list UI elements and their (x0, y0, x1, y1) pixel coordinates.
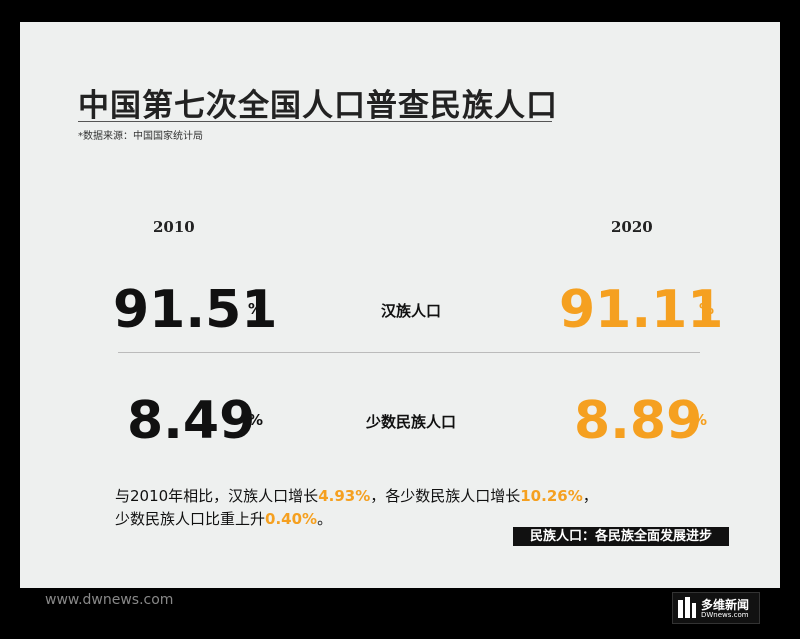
year: 2020 (611, 218, 653, 236)
category: 少数民族人口 (366, 413, 457, 431)
title: 中国第七次全国人口普查民族人口 (78, 88, 558, 124)
text: 。 (317, 510, 333, 528)
highlight: 4.93% (318, 487, 371, 505)
panel (20, 22, 780, 588)
value: 8.89 (574, 391, 703, 451)
tag: 民族人口：各民族全面发展进步 (513, 527, 729, 546)
value: 8.49 (127, 391, 256, 451)
value: 91.51 (113, 280, 278, 340)
text: 少数民族人口比重上升 (115, 510, 266, 528)
logo-icon (678, 597, 696, 618)
text: ， (582, 487, 598, 505)
site-url: www.dwnews.com (45, 592, 174, 608)
value: 91.11 (559, 280, 724, 340)
logo-text: 多维新闻 (701, 598, 750, 612)
summary-line: 与2010年相比，汉族人口增长4.93%，各少数民族人口增长10.26%， (115, 485, 598, 506)
separator (118, 352, 700, 353)
logo-subtext: DWnews.com (701, 611, 749, 619)
text: ，各少数民族人口增长 (370, 487, 521, 505)
summary-line: 少数民族人口比重上升0.40%。 (115, 508, 332, 529)
category: 汉族人口 (381, 302, 442, 320)
highlight: 10.26% (520, 487, 583, 505)
title-rule (78, 121, 552, 122)
highlight: 0.40% (265, 510, 318, 528)
unit: % (699, 300, 715, 318)
source: *数据来源：中国国家统计局 (78, 131, 203, 142)
text: 与2010年相比，汉族人口增长 (115, 487, 319, 505)
unit: % (248, 300, 264, 318)
logo: 多维新闻 DWnews.com (672, 592, 760, 624)
year: 2010 (153, 218, 195, 236)
unit: % (248, 411, 264, 429)
unit: % (692, 411, 708, 429)
